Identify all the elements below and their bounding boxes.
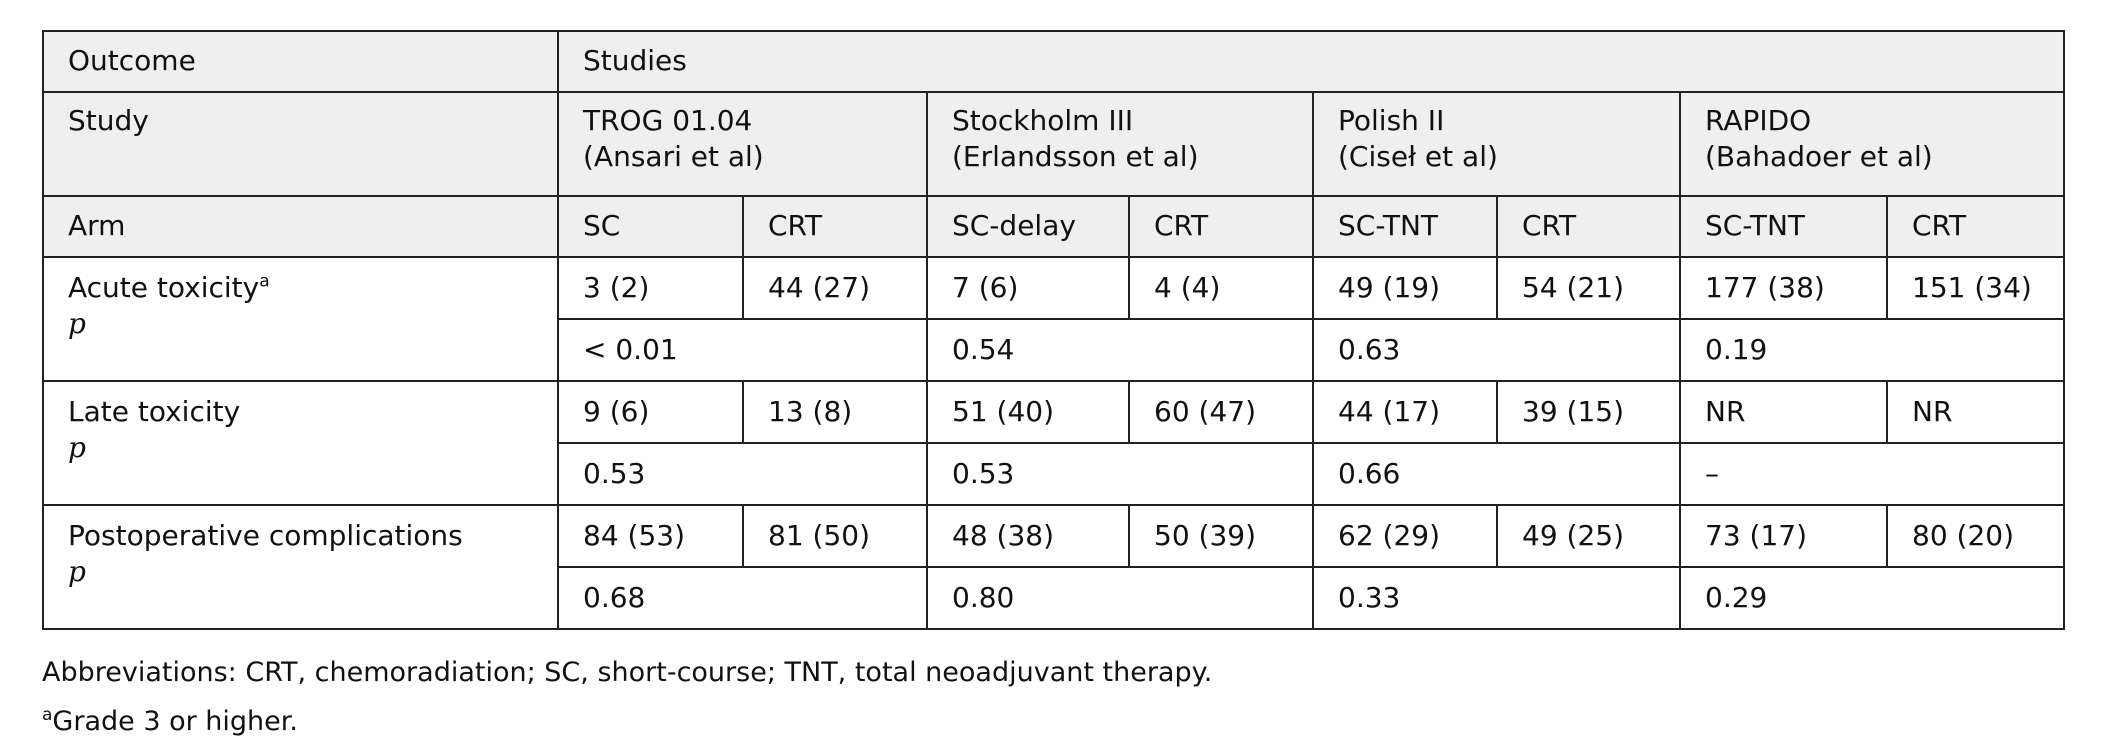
value-cell: 81 (50) [742,504,928,568]
value-cell: 48 (38) [926,504,1130,568]
outcome-sup: a [259,271,270,292]
p-value-cell: – [1679,442,2065,506]
data-row: Acute toxicitya p 3 (2) 44 (27) 7 (6) 4 (4) 49… [42,256,2065,382]
value-cell: NR [1679,380,1888,444]
results-table: Outcome Studies Study TROG 01.04 (Ansari et … [42,30,2065,630]
study-cell: Polish II (Ciseł et al) [1312,91,1681,197]
p-label: p [68,555,86,589]
p-label: p [68,431,86,465]
study-name: Stockholm III [952,104,1134,137]
value-cell: 151 (34) [1886,256,2065,320]
arm-cell: CRT [742,195,928,258]
outcome-line: Late toxicity [68,394,556,430]
study-authors: (Ciseł et al) [1338,140,1498,174]
arm-cell: SC-TNT [1679,195,1888,258]
p-row: 0.68 0.80 0.33 0.29 [43,566,2065,630]
value-cell: 177 (38) [1679,256,1888,320]
p-value-cell: 0.33 [1312,566,1681,630]
arm-cell: CRT [1496,195,1681,258]
value-cell: 44 (27) [742,256,928,320]
p-value-cell: 0.53 [926,442,1314,506]
study-name: TROG 01.04 [583,104,753,137]
value-cell: 49 (19) [1312,256,1498,320]
outcome-name: Late toxicity [68,395,241,428]
footnotes: Abbreviations: CRT, chemoradiation; SC, … [42,652,1212,743]
header-cell: Outcome [42,30,559,93]
p-value-cell: 0.80 [926,566,1314,630]
value-cell: 54 (21) [1496,256,1681,320]
header-cell: Arm [42,195,559,258]
table-container: Outcome Studies Study TROG 01.04 (Ansari et … [42,30,2065,630]
study-authors: (Erlandsson et al) [952,140,1199,174]
p-value-cell: 0.63 [1312,318,1681,382]
p-value-cell: 0.29 [1679,566,2065,630]
outcome-cell: Acute toxicitya p [42,256,559,382]
p-value-cell: 0.19 [1679,318,2065,382]
p-row: < 0.01 0.54 0.63 0.19 [43,318,2065,382]
study-authors: (Bahadoer et al) [1705,140,1933,174]
data-row: Late toxicity p 9 (6) 13 (8) 51 (40) 60 (47) 4… [42,380,2065,506]
value-cell: NR [1886,380,2065,444]
arm-cell: SC-delay [926,195,1130,258]
footnote-mark: a [42,705,53,725]
study-name: Polish II [1338,104,1445,137]
value-cell: 4 (4) [1128,256,1314,320]
header-cell: Studies [557,30,2065,93]
value-cell: 13 (8) [742,380,928,444]
outcome-cell: Late toxicity p [42,380,559,506]
study-cell: RAPIDO (Bahadoer et al) [1679,91,2065,197]
footnote: aGrade 3 or higher. [42,694,1212,743]
arm-cell: CRT [1128,195,1314,258]
abbreviations: Abbreviations: CRT, chemoradiation; SC, … [42,657,1213,688]
p-label: p [68,307,86,341]
study-cell: Stockholm III (Erlandsson et al) [926,91,1314,197]
value-cell: 39 (15) [1496,380,1681,444]
study-cell: TROG 01.04 (Ansari et al) [557,91,928,197]
value-cell: 84 (53) [557,504,744,568]
value-cell: 50 (39) [1128,504,1314,568]
arm-cell: SC [557,195,744,258]
p-value-cell: 0.54 [926,318,1314,382]
data-row: Postoperative complications p 84 (53) 81 (5… [42,504,2065,630]
arm-cell: SC-TNT [1312,195,1498,258]
p-row: 0.53 0.53 0.66– [43,442,2065,506]
p-value-cell: 0.68 [557,566,928,630]
outcome-name: Acute toxicity [68,271,260,304]
value-cell: 80 (20) [1886,504,2065,568]
header-row: Arm SC CRT SC-delay CRT SC-TNT CRT SC-TNT CRT [42,195,2065,258]
value-cell: 73 (17) [1679,504,1888,568]
p-value-cell: 0.53 [557,442,928,506]
value-cell: 62 (29) [1312,504,1498,568]
outcome-cell: Postoperative complications p [42,504,559,630]
p-value-cell: 0.66 [1312,442,1681,506]
value-cell: 7 (6) [926,256,1130,320]
value-cell: 51 (40) [926,380,1130,444]
outcome-line: Acute toxicitya [68,270,556,306]
footnote-text: Grade 3 or higher. [52,706,298,737]
outcome-name: Postoperative complications [68,519,463,552]
value-cell: 60 (47) [1128,380,1314,444]
value-cell: 49 (25) [1496,504,1681,568]
value-cell: 3 (2) [557,256,744,320]
header-row: Study TROG 01.04 (Ansari et al) Stockholm I… [42,91,2065,197]
value-cell: 9 (6) [557,380,744,444]
value-cell: 44 (17) [1312,380,1498,444]
study-authors: (Ansari et al) [583,140,764,174]
outcome-line: Postoperative complications [68,518,556,554]
arm-cell: CRT [1886,195,2065,258]
header-row: Outcome Studies [42,30,2065,93]
p-value-cell: < 0.01 [557,318,928,382]
study-name: RAPIDO [1705,104,1812,137]
header-cell: Study [42,91,559,197]
